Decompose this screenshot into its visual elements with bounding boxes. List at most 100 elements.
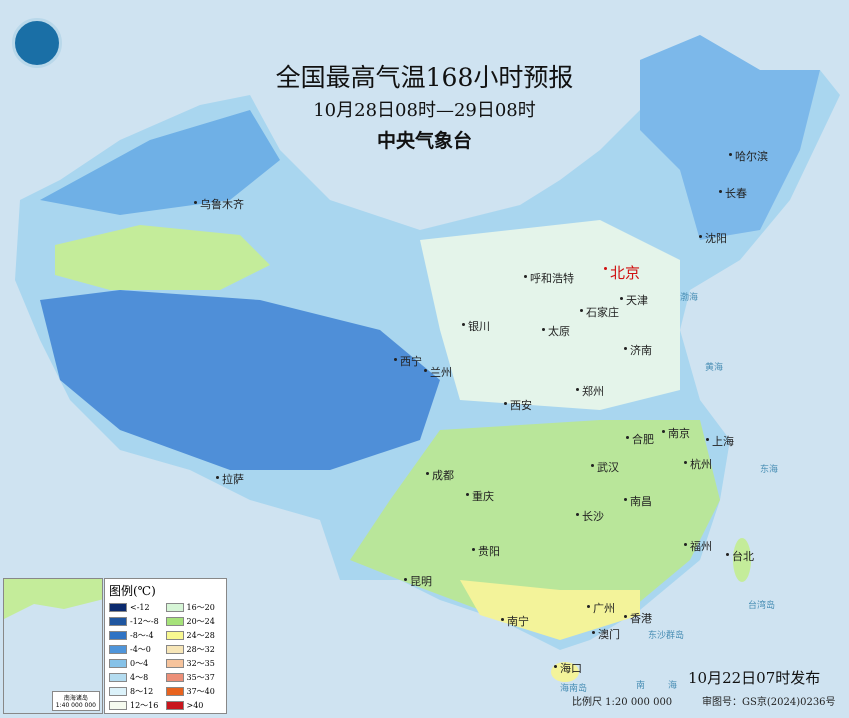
legend-swatch xyxy=(165,617,184,626)
city-label: 台北 xyxy=(726,550,754,563)
legend-item: -8～-4 xyxy=(109,629,166,642)
temperature-legend: 图例(℃) <-12 16～20 -12～-8 20～24 -8～-4 24～28 -4～0… xyxy=(104,578,227,714)
legend-swatch xyxy=(165,659,184,668)
hainan-island xyxy=(551,662,579,682)
legend-item: >40 xyxy=(165,699,223,712)
legend-label: 8～12 xyxy=(130,687,154,696)
city-label: 长沙 xyxy=(576,510,604,523)
city-label: 上海 xyxy=(706,435,734,448)
city-label: 兰州 xyxy=(424,366,452,379)
city-label: 拉萨 xyxy=(216,473,244,486)
city-label: 澳门 xyxy=(592,628,620,641)
city-label: 济南 xyxy=(624,344,652,357)
legend-item: -12～-8 xyxy=(109,615,166,628)
city-label: 福州 xyxy=(684,540,712,553)
city-label: 哈尔滨 xyxy=(729,150,768,163)
legend-label: -4～0 xyxy=(130,645,151,654)
city-label: 银川 xyxy=(462,320,490,333)
legend-label: 12～16 xyxy=(130,701,159,710)
legend-label: 28～32 xyxy=(186,645,215,654)
legend-label: <-12 xyxy=(130,603,150,612)
legend-label: >40 xyxy=(186,701,204,710)
legend-item: 4～8 xyxy=(109,671,166,684)
legend-swatch xyxy=(165,603,184,612)
inset-scale: 1:40 000 000 xyxy=(55,702,96,709)
city-label: 沈阳 xyxy=(699,232,727,245)
legend-label: 16～20 xyxy=(186,603,215,612)
city-label: 香港 xyxy=(624,612,652,625)
legend-item: 24～28 xyxy=(165,629,223,642)
legend-swatch xyxy=(109,673,127,682)
city-label: 贵阳 xyxy=(472,545,500,558)
taiwan-island xyxy=(733,538,751,582)
city-label: 合肥 xyxy=(626,433,654,446)
legend-label: 0～4 xyxy=(130,659,149,668)
legend-swatch xyxy=(165,701,184,710)
legend-label: -12～-8 xyxy=(130,617,159,626)
legend-swatch xyxy=(109,603,127,612)
inset-map xyxy=(4,579,102,619)
sea-label: 南 xyxy=(636,681,646,691)
agency-name: 中央气象台 xyxy=(376,130,472,152)
review-number: 审图号：GS京(2024)0236号 xyxy=(702,697,836,708)
legend-swatch xyxy=(109,631,127,640)
legend-item: 16～20 xyxy=(165,601,223,614)
northeast-cold-region xyxy=(640,35,820,240)
city-label: 成都 xyxy=(426,469,454,482)
sea-label: 海南岛 xyxy=(560,684,588,694)
city-label: 杭州 xyxy=(684,458,712,471)
legend-label: 35～37 xyxy=(186,673,215,682)
legend-label: 4～8 xyxy=(130,673,149,682)
city-label: 昆明 xyxy=(404,575,432,588)
legend-label: 37～40 xyxy=(186,687,215,696)
legend-swatch xyxy=(165,673,184,682)
city-label: 天津 xyxy=(620,294,648,307)
sea-label: 海 xyxy=(668,681,678,691)
city-label: 郑州 xyxy=(576,385,604,398)
south-china-sea-inset: 南海诸岛 1:40 000 000 xyxy=(3,578,103,714)
city-label: 西宁 xyxy=(394,355,422,368)
city-label: 南昌 xyxy=(624,495,652,508)
city-label: 重庆 xyxy=(466,490,494,503)
sea-label: 东沙群岛 xyxy=(648,631,685,641)
city-label: 呼和浩特 xyxy=(524,272,574,285)
legend-title: 图例(℃) xyxy=(109,584,156,598)
cma-logo xyxy=(12,18,62,68)
legend-item: 35～37 xyxy=(165,671,223,684)
legend-item: <-12 xyxy=(109,601,166,614)
legend-swatch xyxy=(109,617,127,626)
legend-swatch xyxy=(109,687,127,696)
map-scale: 比例尺 1:20 000 000 xyxy=(572,697,673,708)
sea-label: 渤海 xyxy=(680,293,699,303)
northwest-cold-region xyxy=(40,110,280,215)
legend-label: 24～28 xyxy=(186,631,215,640)
legend-item: 0～4 xyxy=(109,657,166,670)
legend-item: 28～32 xyxy=(165,643,223,656)
cold-plateau-region xyxy=(40,290,440,470)
legend-item: -4～0 xyxy=(109,643,166,656)
map-title: 全国最高气温168小时预报 xyxy=(275,63,574,92)
legend-label: -8～-4 xyxy=(130,631,154,640)
city-label: 广州 xyxy=(587,602,615,615)
city-label: 石家庄 xyxy=(580,306,619,319)
north-central-region xyxy=(420,220,680,410)
city-label: 南宁 xyxy=(501,615,529,628)
sea-label: 黄海 xyxy=(705,363,724,373)
legend-item: 20～24 xyxy=(165,615,223,628)
city-label: 海口 xyxy=(554,662,582,675)
issue-time: 10月22日07时发布 xyxy=(688,669,821,687)
city-label: 乌鲁木齐 xyxy=(194,198,244,211)
legend-swatch xyxy=(165,687,184,696)
tarim-basin-warm xyxy=(55,225,270,290)
city-label: 武汉 xyxy=(591,461,619,474)
sea-label: 台湾岛 xyxy=(748,601,776,611)
legend-item: 37～40 xyxy=(165,685,223,698)
city-label: 南京 xyxy=(662,427,690,440)
legend-item: 8～12 xyxy=(109,685,166,698)
city-label: 长春 xyxy=(719,187,747,200)
inset-caption: 南海诸岛 1:40 000 000 xyxy=(51,691,100,711)
south-warm-region xyxy=(350,420,720,640)
legend-swatch xyxy=(109,701,127,710)
legend-label: 32～35 xyxy=(186,659,215,668)
